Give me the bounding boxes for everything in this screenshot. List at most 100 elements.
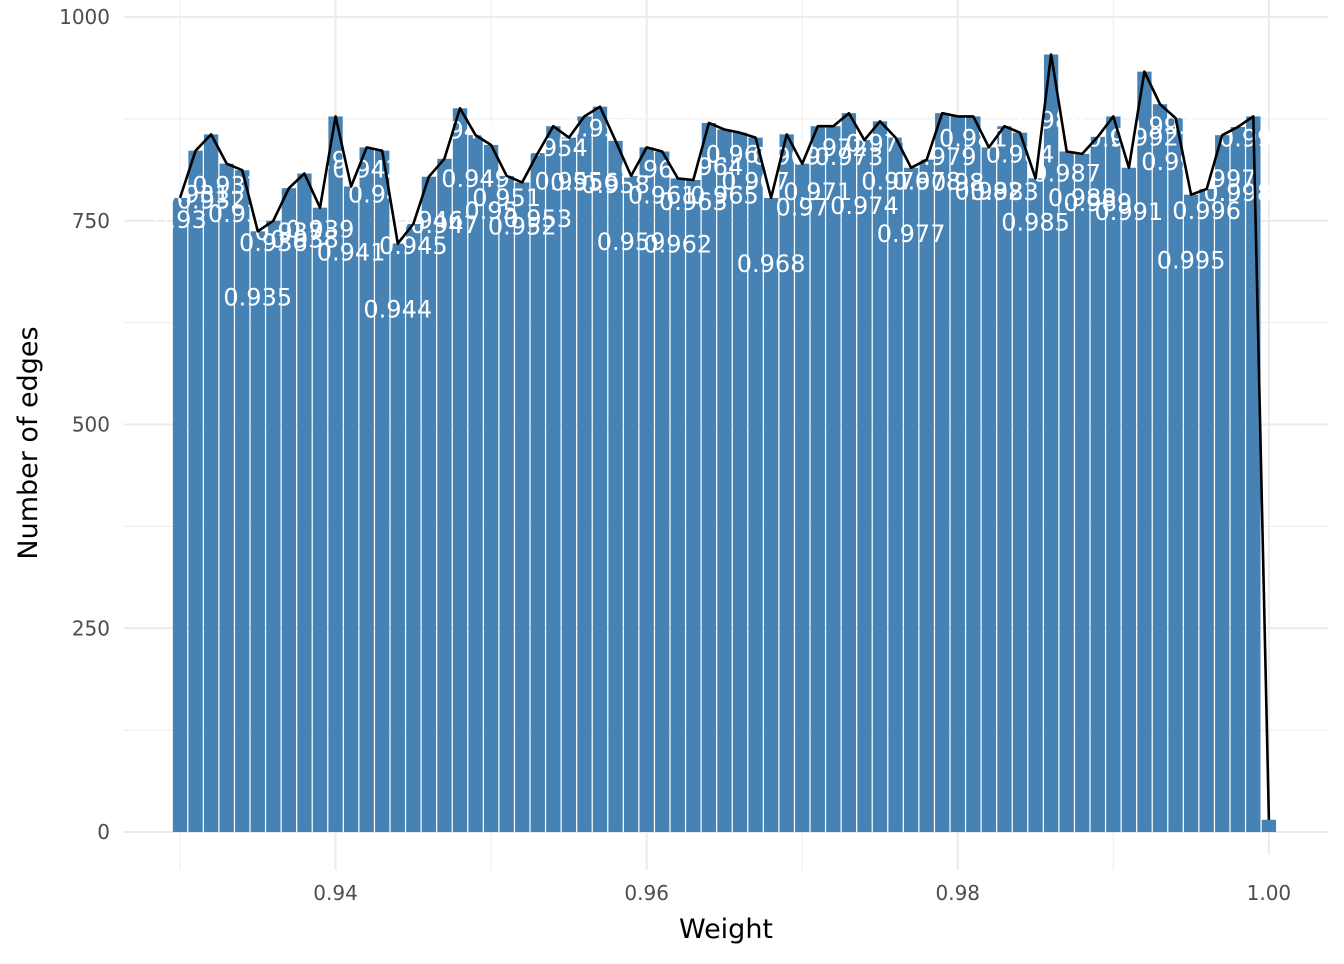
bar-value-label: 0.998 (1203, 179, 1272, 207)
bar-value-label: 0.949 (441, 165, 510, 193)
bar-value-label: 0.995 (1157, 247, 1226, 275)
histogram-bar (1012, 132, 1028, 833)
histogram-bar (188, 150, 203, 832)
histogram-bar (219, 163, 234, 832)
bar-value-label: 0.97 (776, 194, 829, 222)
x-tick-label: 1.00 (1247, 881, 1292, 905)
histogram-bar (1106, 116, 1121, 833)
histogram-bar (1059, 151, 1074, 833)
histogram-bar (888, 137, 903, 832)
histogram-bar (203, 134, 219, 833)
bar-value-label: 0.934 (208, 200, 277, 228)
bar-value-label: 0.982 (955, 177, 1024, 205)
bar-value-label: 0.952 (488, 212, 557, 240)
histogram-bar (483, 144, 499, 832)
histogram-bar (997, 126, 1012, 832)
histogram-bar (857, 140, 872, 832)
histogram-bar (623, 175, 639, 833)
bar-value-label: 0.997 (1188, 165, 1257, 193)
histogram-bar (452, 108, 468, 832)
histogram-bar (639, 147, 654, 832)
bar-value-label: 0.932 (177, 186, 246, 214)
histogram-bar (530, 153, 545, 833)
bar-value-label: 0.961 (628, 181, 697, 209)
histogram-bar (499, 175, 514, 833)
y-tick-label: 1000 (59, 5, 110, 29)
bar-value-label: 0.974 (830, 192, 899, 220)
histogram-bar (903, 167, 919, 832)
bar-value-label: 0.939 (286, 216, 355, 244)
histogram-bar (1246, 116, 1261, 833)
y-axis-title: Number of edges (13, 326, 44, 559)
bar-value-label: 0.93 (153, 206, 206, 234)
bar-value-label: 0.945 (379, 232, 448, 260)
bar-value-label: 0.94 (309, 146, 362, 174)
bar-value-label: 0.977 (877, 220, 946, 248)
histogram-bar (1261, 819, 1277, 832)
bar-value-label: 0.963 (659, 188, 728, 216)
histogram-bar (872, 121, 888, 832)
histogram-bar (343, 186, 359, 832)
histogram-bar (172, 197, 188, 832)
histogram-bar (686, 180, 701, 832)
histogram-bar (1121, 167, 1137, 832)
histogram-bar (981, 147, 997, 832)
bar-value-label: 0.933 (192, 172, 261, 200)
histogram-bar (1043, 54, 1059, 833)
trend-line-layer (178, 53, 1271, 820)
histogram-bar (1168, 118, 1183, 832)
histogram-bar (312, 207, 328, 832)
x-tick-label: 0.94 (313, 881, 358, 905)
histogram-bar (748, 137, 763, 832)
histogram-bar (1137, 71, 1152, 833)
bar-value-label: 0.976 (861, 168, 930, 196)
histogram-bar (437, 158, 452, 832)
bar-value-label: 0.978 (892, 168, 961, 196)
x-axis-title: Weight (679, 914, 773, 945)
bar-value-label: 0.983 (970, 178, 1039, 206)
histogram-bar (592, 106, 608, 832)
histogram-bar (779, 134, 794, 833)
bar-value-label: 0.937 (255, 218, 324, 246)
bar-value-label: 0.994 (1141, 148, 1210, 176)
histogram-bar (468, 135, 483, 833)
histogram-bar (919, 159, 934, 832)
trend-line (178, 53, 1271, 820)
histogram-bar (546, 126, 561, 832)
bar-value-label: 0.947 (410, 211, 479, 239)
histogram-bar (608, 140, 623, 832)
histogram-bar (1183, 194, 1199, 833)
histogram-bar (1230, 127, 1245, 832)
bar-value-label: 0.944 (363, 296, 432, 324)
x-tick-label: 0.96 (624, 881, 669, 905)
histogram-bar (810, 126, 825, 832)
histogram-bar (1152, 104, 1168, 832)
histogram-bar (701, 122, 717, 832)
bar-value-label: 0.988 (1048, 184, 1117, 212)
bar-value-label: 0.979 (908, 143, 977, 171)
bar-value-label: 0.964 (675, 153, 744, 181)
bars-layer (172, 54, 1277, 833)
histogram-bar (1090, 136, 1105, 832)
histogram-bar (732, 132, 748, 833)
histogram-bar (1075, 153, 1090, 833)
histogram-bar (655, 151, 670, 833)
bar-value-label: 0.98 (931, 168, 984, 196)
histogram-bar (421, 176, 437, 833)
bar-value-label: 0.955 (535, 168, 604, 196)
bar-value-label: 0.936 (239, 229, 308, 257)
histogram-bar (390, 243, 405, 832)
histogram-bar (950, 116, 965, 833)
histogram-bar (935, 113, 950, 833)
bar-value-label: 0.984 (986, 141, 1055, 169)
bar-value-label: 0.95 (464, 197, 517, 225)
bar-value-label: 0.959 (597, 228, 666, 256)
y-tick-label: 0 (97, 820, 110, 844)
histogram-bar (515, 182, 530, 832)
bar-value-label: 0.938 (270, 225, 339, 253)
bar-value-label: 1 (1261, 850, 1276, 878)
bar-value-label: 0.941 (317, 239, 386, 267)
histogram-bar (717, 129, 732, 833)
bar-value-label: 0.958 (581, 171, 650, 199)
